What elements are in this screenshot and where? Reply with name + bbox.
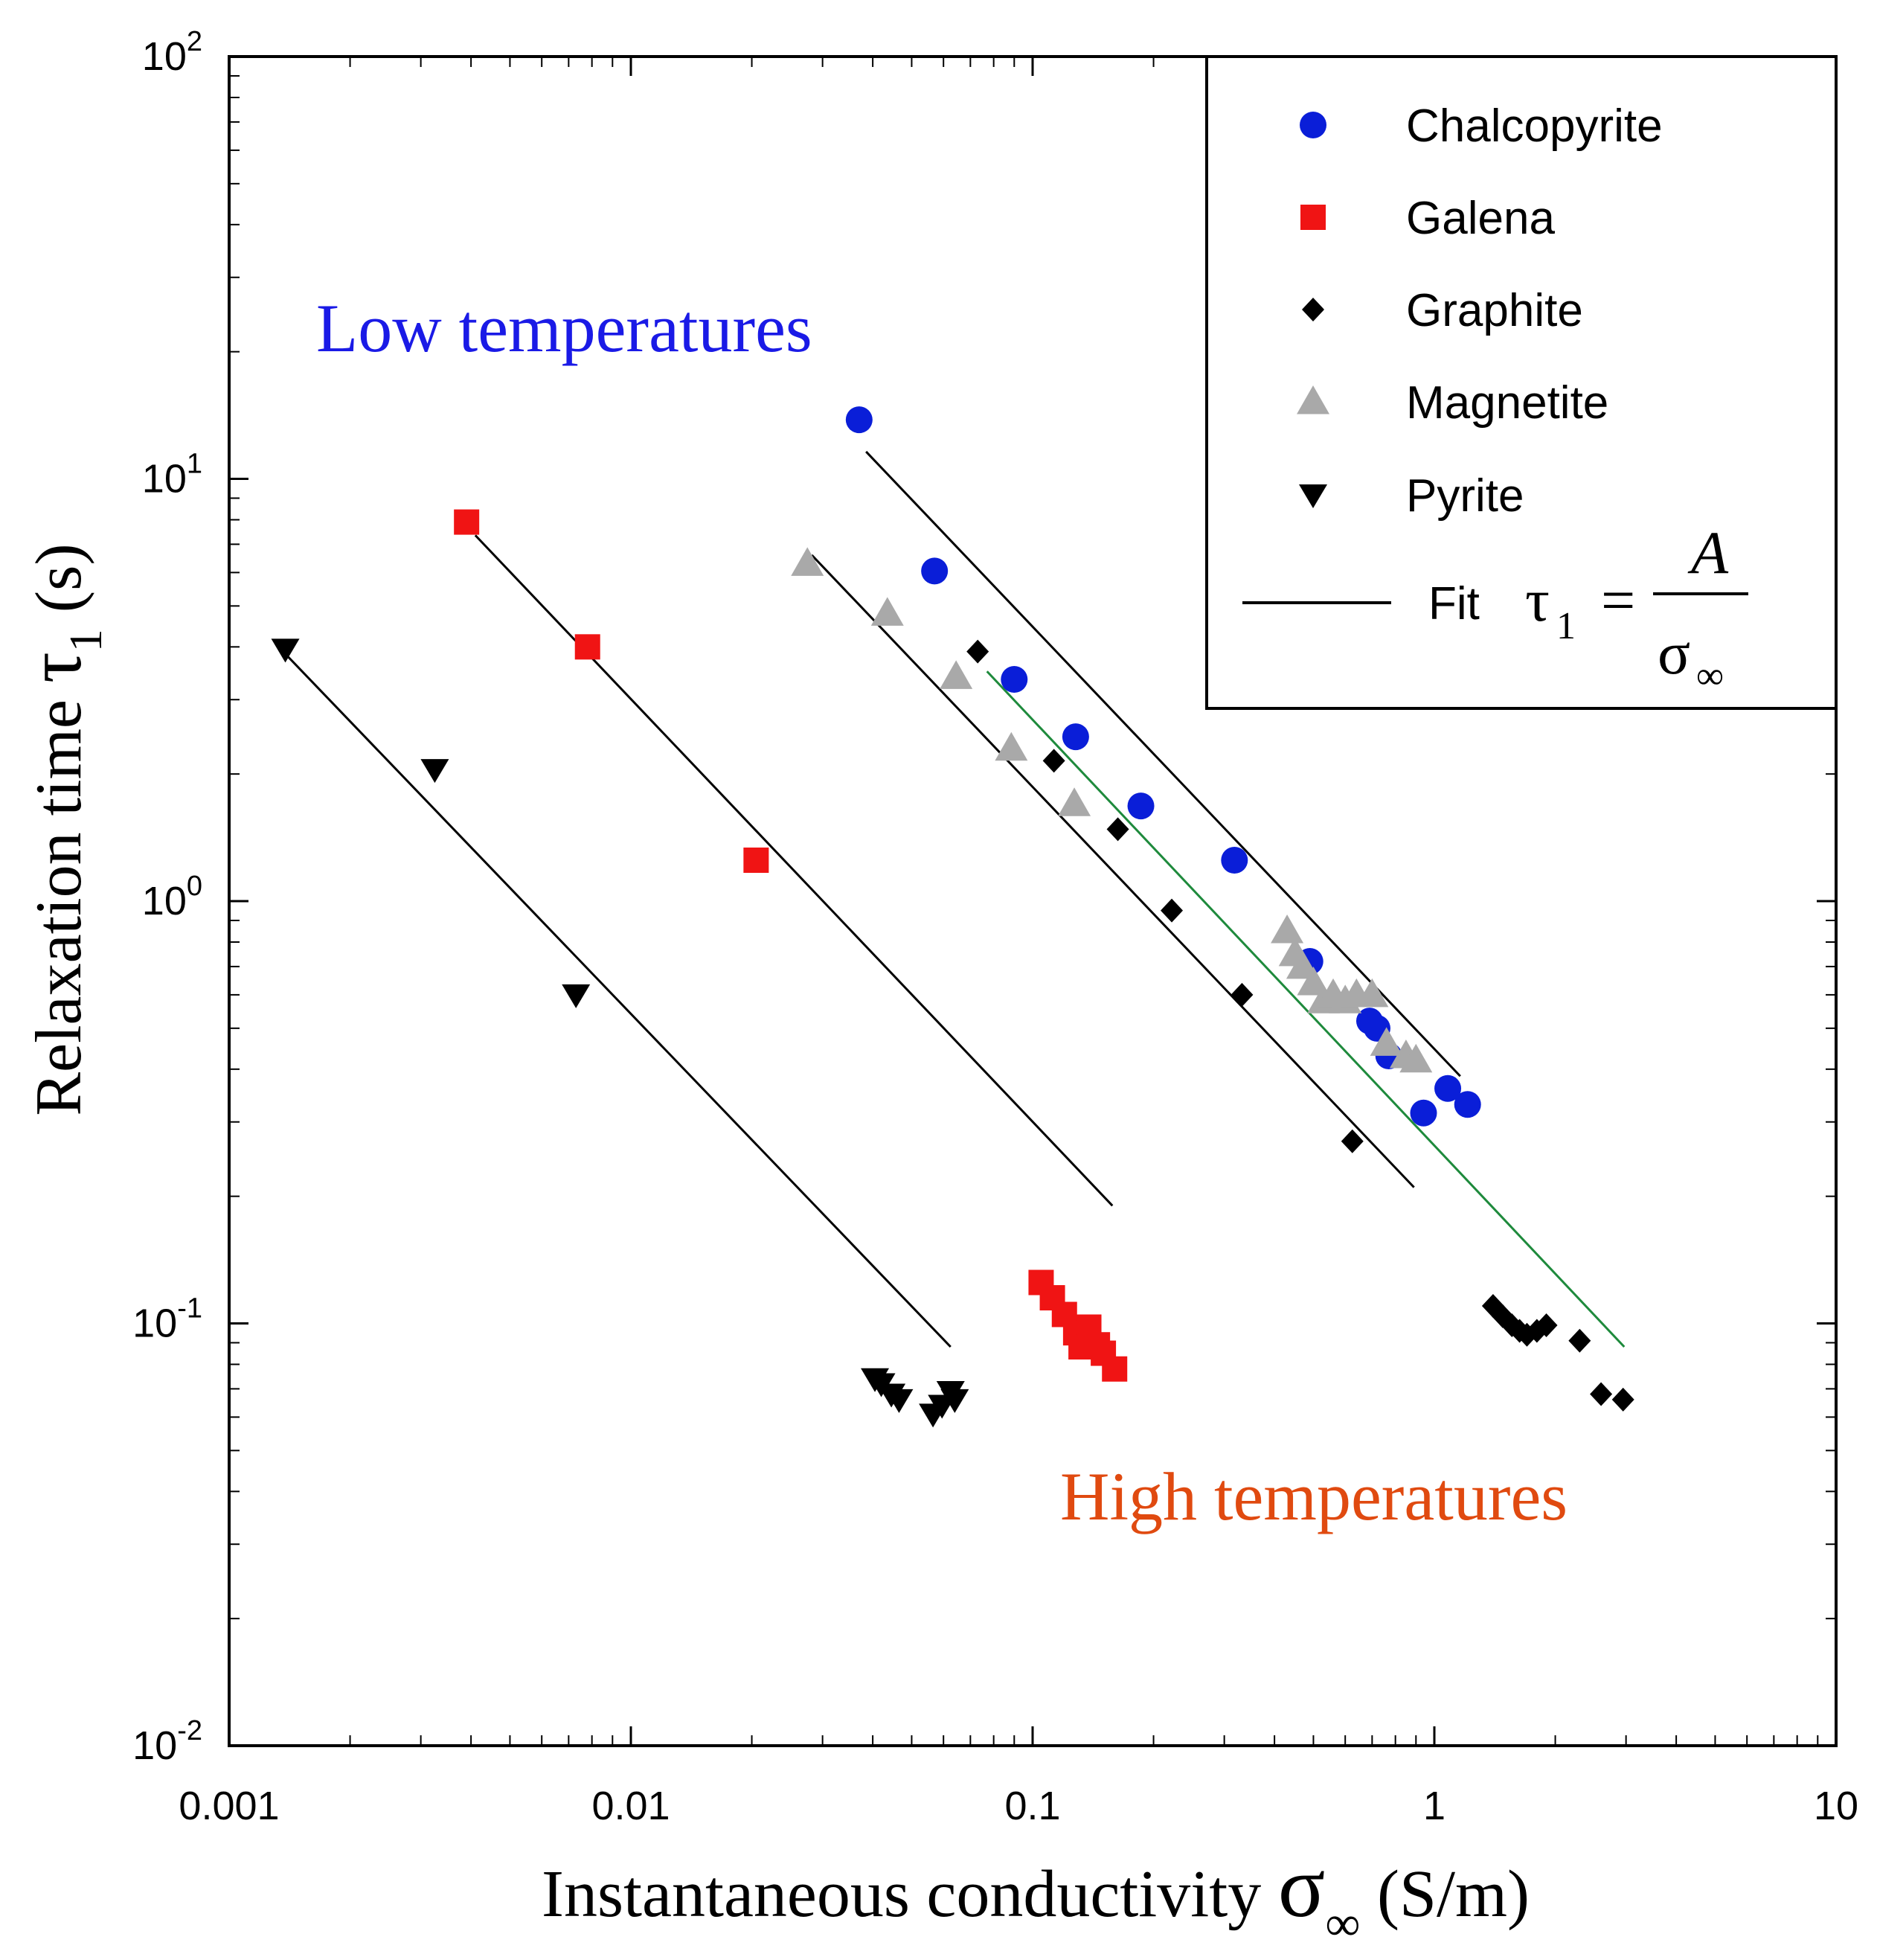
magnetite-point bbox=[1370, 1027, 1403, 1056]
x-axis-title-symbol: σ bbox=[1278, 1838, 1326, 1935]
graphite-point bbox=[1341, 1129, 1364, 1153]
chalcopyrite-point bbox=[1221, 847, 1248, 874]
legend-marker-chalcopyrite bbox=[1300, 112, 1326, 138]
y-tick-label: 102 bbox=[142, 26, 202, 79]
y-tick-label-exponent: 1 bbox=[187, 449, 202, 480]
chalcopyrite-point bbox=[1001, 666, 1028, 694]
magnetite-point bbox=[1058, 787, 1091, 816]
x-axis-title-unit: (S/m) bbox=[1360, 1857, 1530, 1931]
y-tick-label-base: 10 bbox=[132, 1723, 177, 1768]
magnetite-point bbox=[1399, 1043, 1433, 1073]
galena-point bbox=[1102, 1356, 1128, 1382]
graphite-point bbox=[1231, 982, 1254, 1007]
chalcopyrite-point bbox=[1434, 1075, 1462, 1102]
graphite-point bbox=[1590, 1382, 1613, 1406]
y-tick-label: 100 bbox=[142, 871, 202, 923]
y-tick-label: 10-2 bbox=[132, 1715, 202, 1768]
chalcopyrite-point bbox=[1062, 723, 1089, 751]
y-axis-title-symbol: τ bbox=[12, 652, 97, 683]
y-tick-label-exponent: 0 bbox=[187, 871, 202, 902]
x-tick-label: 1 bbox=[1423, 1784, 1446, 1828]
graphite-point bbox=[1161, 898, 1184, 923]
legend-formula-eq: = bbox=[1601, 566, 1635, 634]
legend-label-chalcopyrite: Chalcopyrite bbox=[1406, 100, 1663, 152]
chalcopyrite-point bbox=[921, 557, 949, 585]
y-axis-title-subscript: 1 bbox=[61, 629, 112, 652]
y-axis-title-text: Relaxation time bbox=[23, 683, 95, 1116]
graphite-point bbox=[1106, 817, 1129, 842]
chalcopyrite-point bbox=[1127, 792, 1155, 820]
x-tick-label: 0.001 bbox=[179, 1784, 279, 1828]
legend-formula-lhs: τ bbox=[1525, 566, 1550, 634]
legend-items: Chalcopyrite Galena Graphite Magnetite Pyrit… bbox=[1297, 100, 1663, 522]
legend-formula-numerator: A bbox=[1687, 519, 1729, 586]
magnetite-point bbox=[1297, 966, 1330, 996]
fit-line-fit-graphite bbox=[986, 670, 1626, 1348]
galena-point bbox=[743, 848, 769, 874]
legend: Chalcopyrite Galena Graphite Magnetite Pyrit… bbox=[1205, 55, 1838, 710]
chalcopyrite-point bbox=[1454, 1091, 1481, 1118]
legend-marker-graphite bbox=[1302, 298, 1324, 321]
legend-formula-denominator: σ bbox=[1658, 619, 1690, 687]
x-axis-title: Instantaneous conductivity σ∞ (S/m) bbox=[542, 1838, 1530, 1951]
chalcopyrite-point bbox=[1410, 1099, 1437, 1127]
y-tick-label-exponent: -2 bbox=[177, 1715, 202, 1746]
fit-line-fit-magnetite bbox=[811, 554, 1415, 1188]
x-tick-label: 0.1 bbox=[1004, 1784, 1060, 1828]
magnetite-point bbox=[940, 660, 973, 689]
high-temperatures-annotation: High temperatures bbox=[1060, 1458, 1568, 1534]
legend-formula-lhs-sub: 1 bbox=[1556, 605, 1576, 647]
graphite-point bbox=[966, 639, 989, 664]
legend-marker-pyrite bbox=[1299, 484, 1327, 508]
legend-box bbox=[1205, 55, 1838, 710]
magnetite-point bbox=[870, 597, 904, 626]
y-axis-title: Relaxation time τ1 (s) bbox=[12, 543, 112, 1115]
legend-label-magnetite: Magnetite bbox=[1406, 377, 1608, 429]
fit-line-fit-chalcopyrite bbox=[865, 450, 1461, 1077]
pyrite-point bbox=[420, 759, 449, 784]
y-tick-label: 10-1 bbox=[132, 1293, 202, 1346]
graphite-point bbox=[1611, 1387, 1634, 1412]
y-tick-label-exponent: -1 bbox=[177, 1293, 202, 1325]
magnetite-point bbox=[1355, 978, 1389, 1008]
x-axis-title-text: Instantaneous conductivity bbox=[542, 1857, 1278, 1931]
data-markers bbox=[271, 406, 1634, 1428]
graphite-point bbox=[1535, 1313, 1558, 1337]
magnetite-point bbox=[1271, 915, 1304, 944]
magnetite-point bbox=[791, 547, 824, 576]
y-tick-label-base: 10 bbox=[132, 1301, 177, 1346]
legend-label-galena: Galena bbox=[1406, 193, 1555, 244]
x-tick-label: 0.01 bbox=[591, 1784, 670, 1828]
magnetite-point bbox=[995, 731, 1028, 761]
y-tick-label-base: 10 bbox=[142, 879, 187, 923]
legend-formula-denominator-sub: ∞ bbox=[1696, 655, 1724, 697]
legend-marker-galena bbox=[1300, 205, 1326, 230]
pyrite-point bbox=[271, 638, 300, 663]
legend-label-graphite: Graphite bbox=[1406, 285, 1583, 336]
galena-point bbox=[454, 509, 480, 535]
galena-point bbox=[574, 634, 600, 660]
chalcopyrite-point bbox=[845, 406, 873, 434]
pyrite-point bbox=[940, 1389, 969, 1413]
y-tick-label-base: 10 bbox=[142, 34, 187, 79]
y-tick-label: 101 bbox=[142, 449, 202, 502]
y-tick-label-base: 10 bbox=[142, 457, 187, 502]
y-axis-title-unit: (s) bbox=[23, 543, 95, 629]
legend-label-pyrite: Pyrite bbox=[1406, 470, 1524, 522]
pyrite-point bbox=[562, 984, 591, 1008]
graphite-point bbox=[1042, 749, 1065, 773]
fit-line-fit-pyrite bbox=[284, 653, 952, 1348]
pyrite-point bbox=[885, 1389, 914, 1413]
legend-marker-magnetite bbox=[1297, 385, 1329, 414]
graphite-point bbox=[1568, 1328, 1591, 1353]
low-temperatures-annotation: Low temperatures bbox=[316, 290, 812, 366]
x-tick-label: 10 bbox=[1814, 1784, 1858, 1828]
y-tick-label-exponent: 2 bbox=[187, 26, 202, 57]
x-axis-title-subscript: ∞ bbox=[1325, 1897, 1360, 1951]
legend-fit-label: Fit bbox=[1428, 578, 1480, 630]
